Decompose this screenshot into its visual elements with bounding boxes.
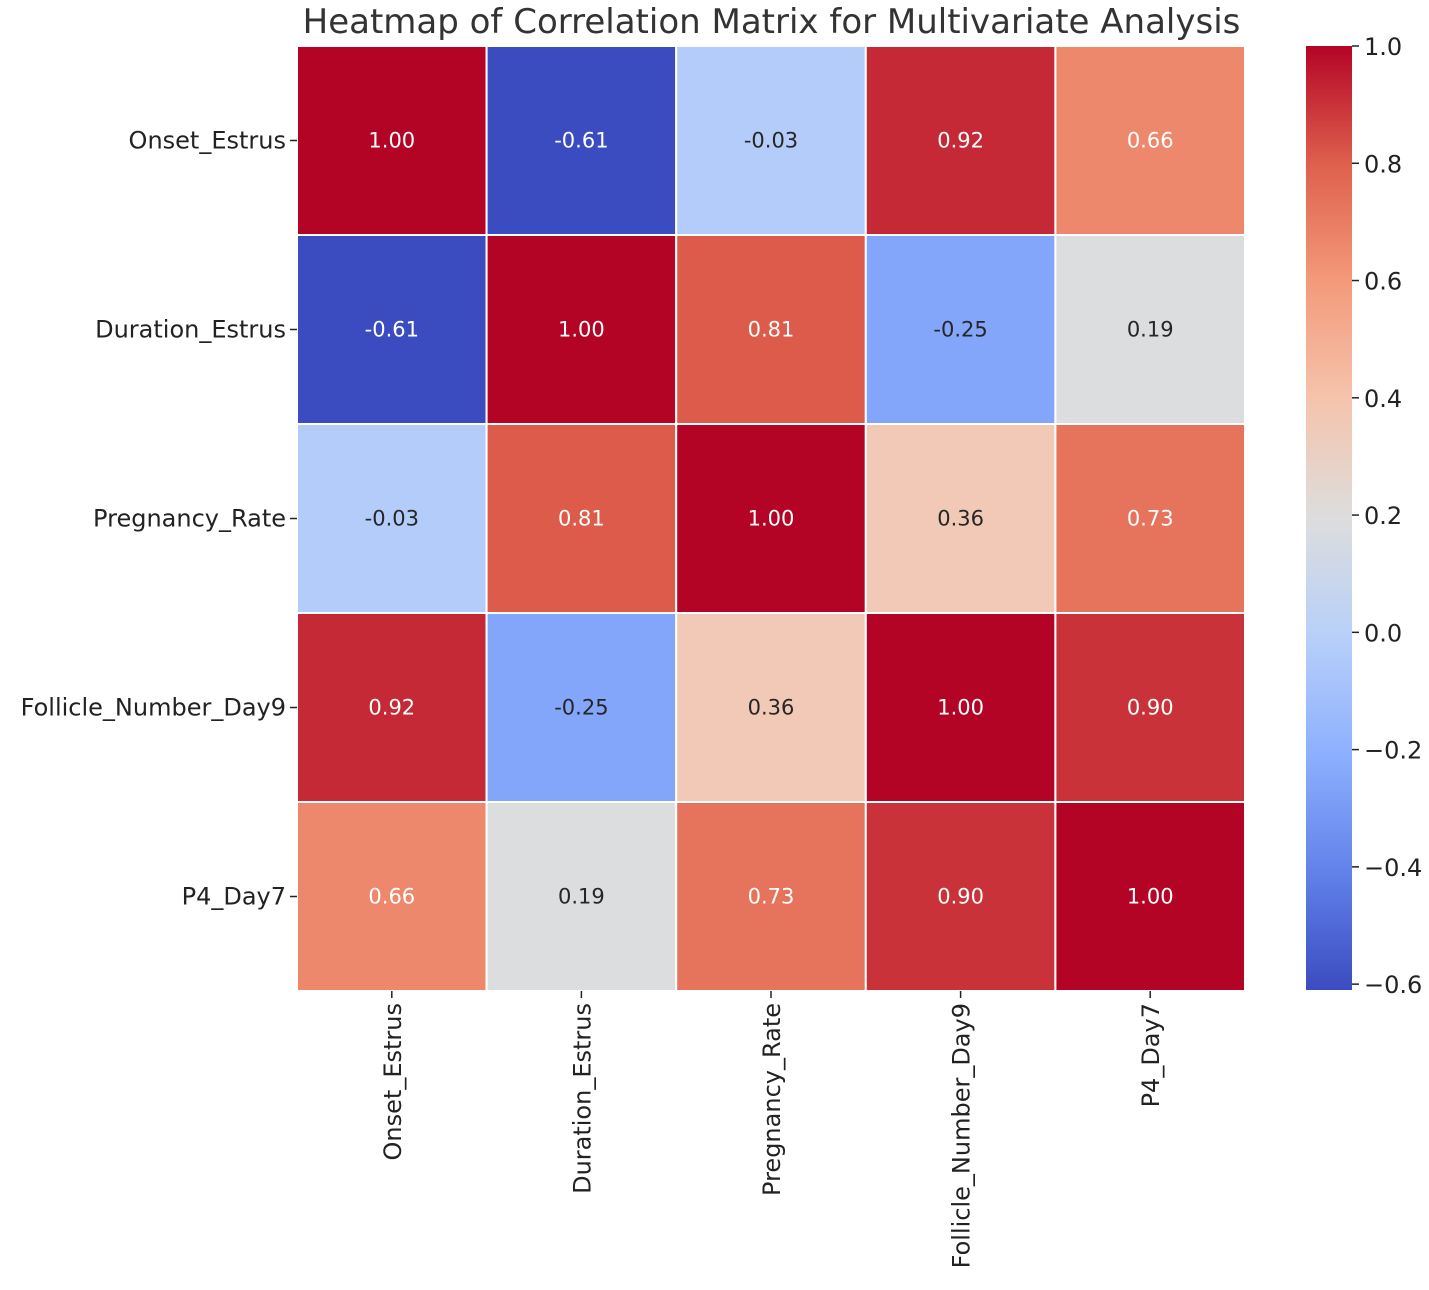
cell-value-label: 0.19 xyxy=(558,885,605,909)
cell-value-label: -0.25 xyxy=(933,318,987,342)
cell-value-label: 0.92 xyxy=(937,129,984,153)
heatmap-cell xyxy=(485,45,678,236)
cell-value-label: -0.25 xyxy=(554,696,608,720)
cell-value-label: 1.00 xyxy=(368,129,415,153)
row-label: Follicle_Number_Day9 xyxy=(21,694,286,722)
heatmap-cell xyxy=(296,45,488,236)
heatmap-cell xyxy=(296,612,488,803)
cell-value-label: 1.00 xyxy=(937,696,984,720)
cell-value-label: -0.61 xyxy=(554,129,608,153)
colorbar-tick-label: 0.8 xyxy=(1364,150,1402,178)
row-label: Onset_Estrus xyxy=(129,127,286,155)
colorbar-tick-label: 1.0 xyxy=(1364,33,1402,61)
colorbar-tick-label: 0.2 xyxy=(1364,502,1402,530)
heatmap-cell xyxy=(485,801,678,992)
cell-value-label: 0.81 xyxy=(558,507,605,531)
cell-value-label: 0.66 xyxy=(368,885,415,909)
heatmap-cell xyxy=(1054,612,1247,803)
colorbar-tick-label: −0.2 xyxy=(1364,737,1422,765)
heatmap-cell xyxy=(675,801,867,992)
heatmap-cell xyxy=(296,801,488,992)
colorbar-tick-label: −0.4 xyxy=(1364,854,1422,882)
heatmap-cell xyxy=(864,234,1057,425)
cell-value-label: 0.36 xyxy=(937,507,984,531)
colorbar: 1.0 0.8 0.6 0.4 0.2 0.0 −0.2 −0.4 −0.6 xyxy=(1306,33,1422,999)
cell-value-label: 1.00 xyxy=(558,318,605,342)
heatmap-cell xyxy=(485,234,678,425)
column-label: Onset_Estrus xyxy=(379,1003,407,1160)
column-label: P4_Day7 xyxy=(1137,1003,1165,1107)
colorbar-tick-label: −0.6 xyxy=(1364,971,1422,999)
row-label: P4_Day7 xyxy=(182,883,286,911)
cell-value-label: 1.00 xyxy=(748,507,795,531)
cell-value-label: -0.03 xyxy=(365,507,419,531)
heatmap-cell xyxy=(1054,423,1247,614)
cell-value-label: 0.66 xyxy=(1127,129,1174,153)
heatmap-cell xyxy=(1054,234,1247,425)
row-labels: Onset_Estrus Duration_Estrus Pregnancy_Rat… xyxy=(21,127,297,911)
cell-value-label: 0.19 xyxy=(1127,318,1174,342)
colorbar-tick-label: 0.6 xyxy=(1364,268,1402,296)
chart-title: Heatmap of Correlation Matrix for Multiv… xyxy=(302,2,1241,42)
cell-value-label: 0.81 xyxy=(748,318,795,342)
cell-value-label: 0.36 xyxy=(748,696,795,720)
heatmap-cell xyxy=(864,801,1057,992)
heatmap-cell xyxy=(864,423,1057,614)
row-label: Pregnancy_Rate xyxy=(93,505,286,533)
cell-value-label: 0.92 xyxy=(368,696,415,720)
cell-value-label: -0.03 xyxy=(744,129,798,153)
cell-value-label: 0.90 xyxy=(937,885,984,909)
heatmap-cell xyxy=(485,612,678,803)
heatmap-cell xyxy=(864,45,1057,236)
column-label: Pregnancy_Rate xyxy=(758,1003,786,1196)
heatmap-cell xyxy=(675,45,867,236)
cell-value-label: 0.73 xyxy=(748,885,795,909)
colorbar-bar xyxy=(1306,46,1352,990)
heatmap-cell xyxy=(485,423,678,614)
heatmap-cells: 1.00 -0.61 -0.03 0.92 0.66 -0.61 1.00 0.81 -0.25… xyxy=(296,45,1247,992)
heatmap-cell xyxy=(1054,801,1247,992)
column-label: Duration_Estrus xyxy=(568,1003,596,1194)
cell-value-label: 0.73 xyxy=(1127,507,1174,531)
column-labels: Onset_Estrus Duration_Estrus Pregnancy_Rat… xyxy=(379,991,1165,1268)
cell-value-label: -0.61 xyxy=(365,318,419,342)
row-label: Duration_Estrus xyxy=(95,316,286,344)
colorbar-tick-label: 0.0 xyxy=(1364,619,1402,647)
heatmap-cell xyxy=(864,612,1057,803)
heatmap-cell xyxy=(675,234,867,425)
heatmap-cell xyxy=(675,423,867,614)
heatmap-cell xyxy=(675,612,867,803)
cell-value-label: 1.00 xyxy=(1127,885,1174,909)
colorbar-tick-label: 0.4 xyxy=(1364,385,1402,413)
cell-value-label: 0.90 xyxy=(1127,696,1174,720)
column-label: Follicle_Number_Day9 xyxy=(948,1003,976,1268)
